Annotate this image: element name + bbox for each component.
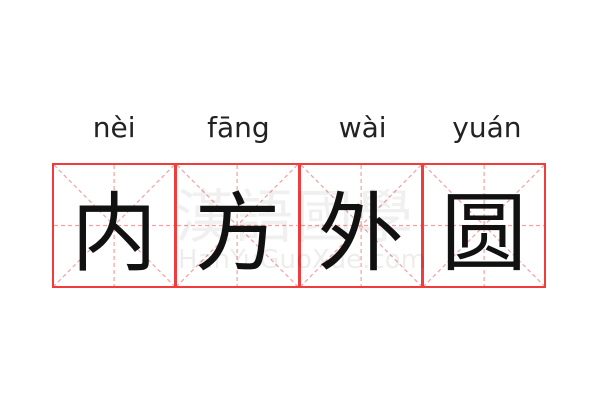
character-3: 外 [317, 184, 404, 284]
pinyin-1: nèi [92, 111, 136, 144]
pinyin-4: yuán [452, 111, 522, 144]
character-grid: 内 方 外 圆 [52, 163, 549, 288]
guide-line [301, 165, 421, 286]
guide-line [177, 165, 297, 286]
guide-lines [301, 165, 421, 286]
guide-lines [54, 165, 174, 286]
char-cell-2: 方 [175, 163, 300, 288]
char-cell-3: 外 [298, 163, 423, 288]
guide-lines [177, 165, 297, 286]
pinyin-3: wài [338, 111, 387, 144]
guide-line [424, 165, 544, 286]
char-cell-4: 圆 [421, 163, 546, 288]
character-1: 内 [71, 184, 158, 284]
pinyin-2: fāng [207, 111, 270, 144]
char-cell-1: 内 [52, 163, 177, 288]
guide-lines [424, 165, 544, 286]
character-4: 圆 [440, 184, 527, 284]
guide-line [54, 165, 174, 286]
character-2: 方 [194, 184, 281, 284]
pinyin-row: nèi fāng wài yuán [52, 108, 549, 148]
